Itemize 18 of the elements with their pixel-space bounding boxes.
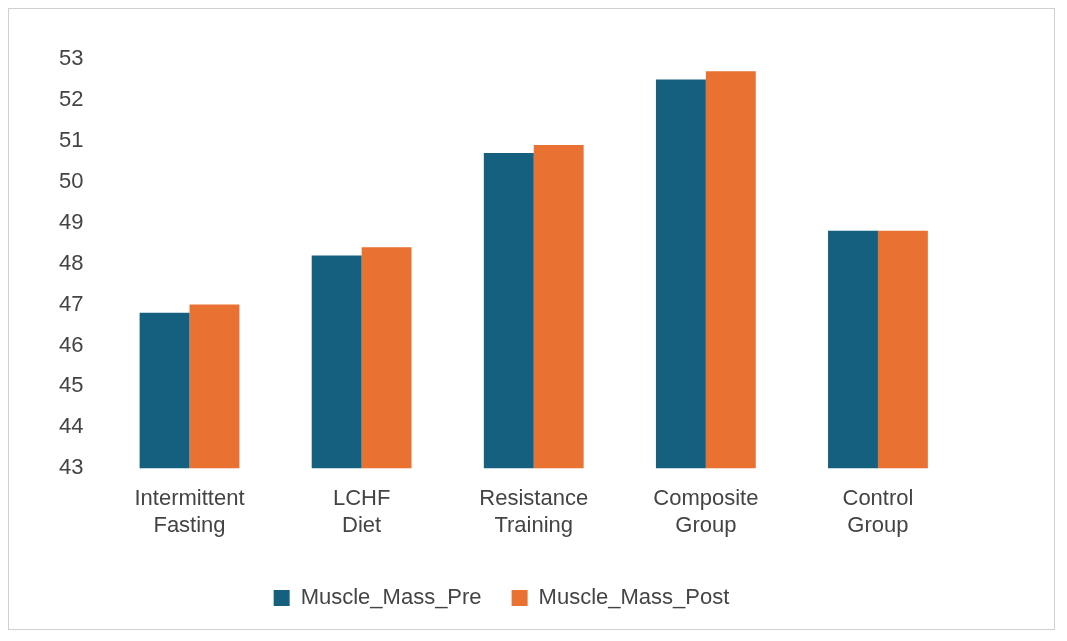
- x-tick-label: Composite Group: [653, 485, 759, 537]
- y-tick-label: 43: [58, 454, 84, 480]
- y-tick-label: 47: [58, 290, 84, 316]
- y-tick-label: 48: [58, 249, 84, 275]
- legend-label: Muscle_Mass_Pre: [300, 584, 482, 610]
- y-tick-label: 44: [58, 413, 84, 439]
- x-tick-label: Resistance Training: [479, 485, 589, 537]
- y-tick-label: 45: [58, 372, 84, 398]
- y-tick-label: 51: [58, 126, 84, 152]
- y-tick-label: 50: [58, 167, 84, 193]
- legend-label: Muscle_Mass_Post: [538, 584, 730, 610]
- y-tick-label: 52: [58, 85, 84, 111]
- x-tick-label: Intermittent Fasting: [134, 485, 245, 537]
- y-tick-label: 49: [58, 208, 84, 234]
- x-tick-label: LCHF Diet: [332, 485, 391, 537]
- y-tick-label: 46: [58, 331, 84, 357]
- x-tick-label: Control Group: [842, 485, 914, 537]
- y-tick-label: 53: [58, 45, 84, 71]
